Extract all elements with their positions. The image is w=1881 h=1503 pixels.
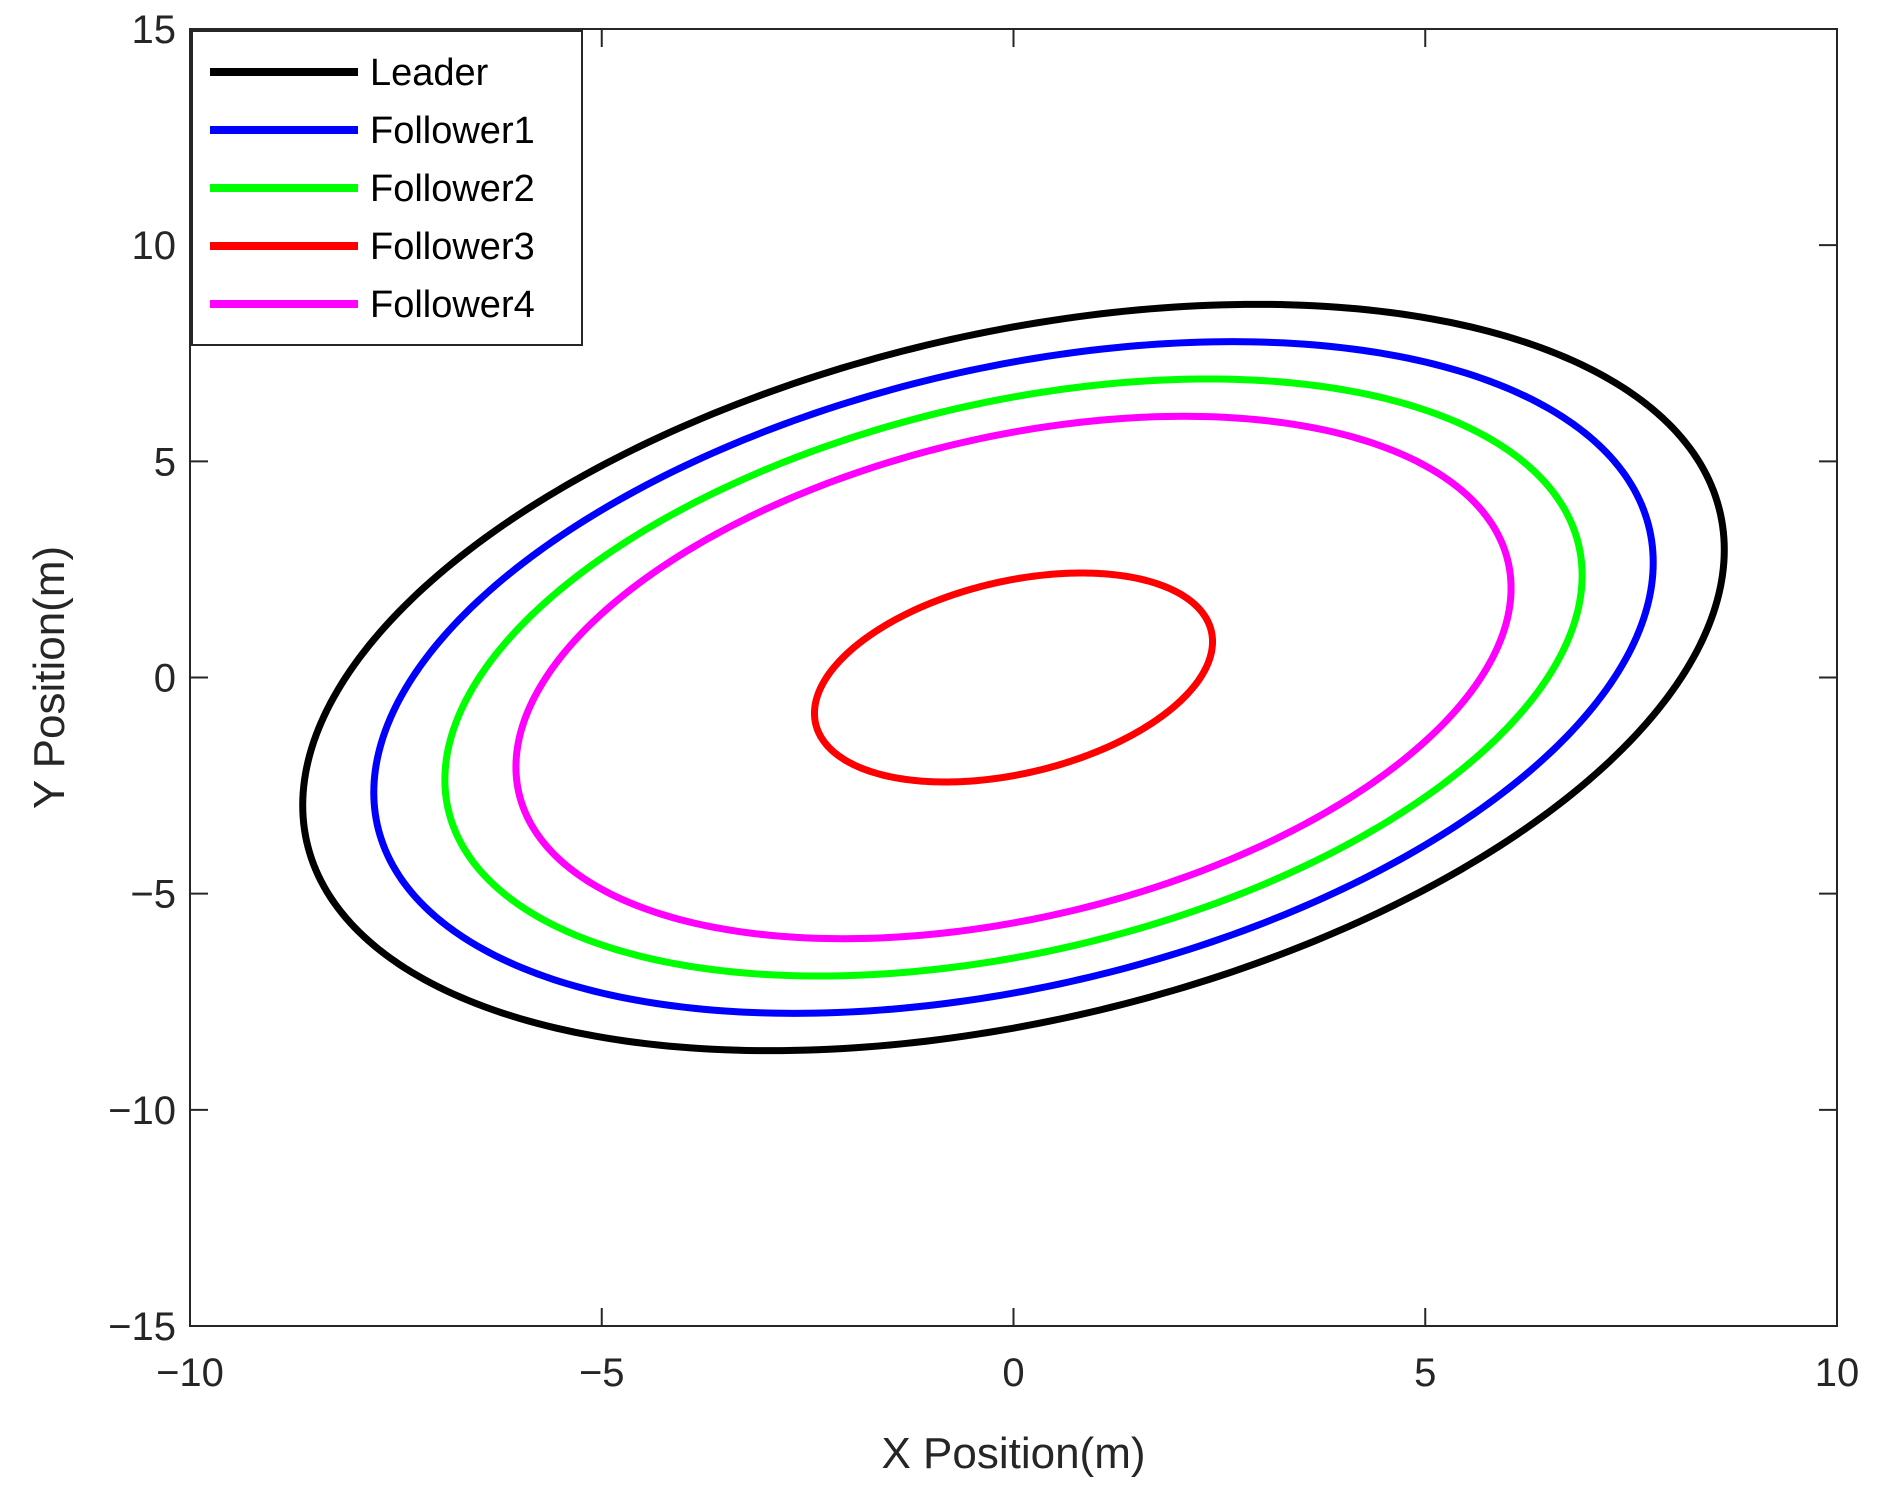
series-curve-leader [299,300,1728,1055]
series-curve-follower3 [810,569,1217,786]
y-tick-label: 15 [132,8,177,52]
y-tick-label: −5 [130,873,176,917]
y-axis-label: Y Position(m) [25,546,74,809]
y-tick-label: −10 [108,1089,176,1133]
y-tick-label: 10 [132,224,177,268]
x-tick-label: −10 [156,1351,224,1395]
y-tick-label: −15 [108,1305,176,1349]
legend-label-follower1: Follower1 [370,110,535,152]
x-axis-label: X Position(m) [881,1429,1145,1478]
x-axis-ticks: −10 −5 0 5 10 [156,29,1859,1395]
series-curve-follower4 [512,412,1515,943]
y-axis-ticks: −15 −10 −5 0 5 10 15 [108,8,1837,1349]
trajectory-curves [299,300,1728,1055]
x-tick-label: 10 [1815,1351,1860,1395]
series-curve-follower2 [441,375,1586,980]
x-tick-label: 5 [1414,1351,1436,1395]
legend-label-follower3: Follower3 [370,226,535,268]
y-tick-label: 5 [154,440,176,484]
y-tick-label: 0 [154,657,176,701]
legend-label-leader: Leader [370,52,489,94]
x-tick-label: 0 [1002,1351,1024,1395]
legend-label-follower2: Follower2 [370,168,535,210]
legend: Leader Follower1 Follower2 Follower3 Followe… [191,30,583,346]
series-curve-follower1 [370,338,1657,1017]
legend-label-follower4: Follower4 [370,284,535,326]
x-tick-label: −5 [579,1351,625,1395]
